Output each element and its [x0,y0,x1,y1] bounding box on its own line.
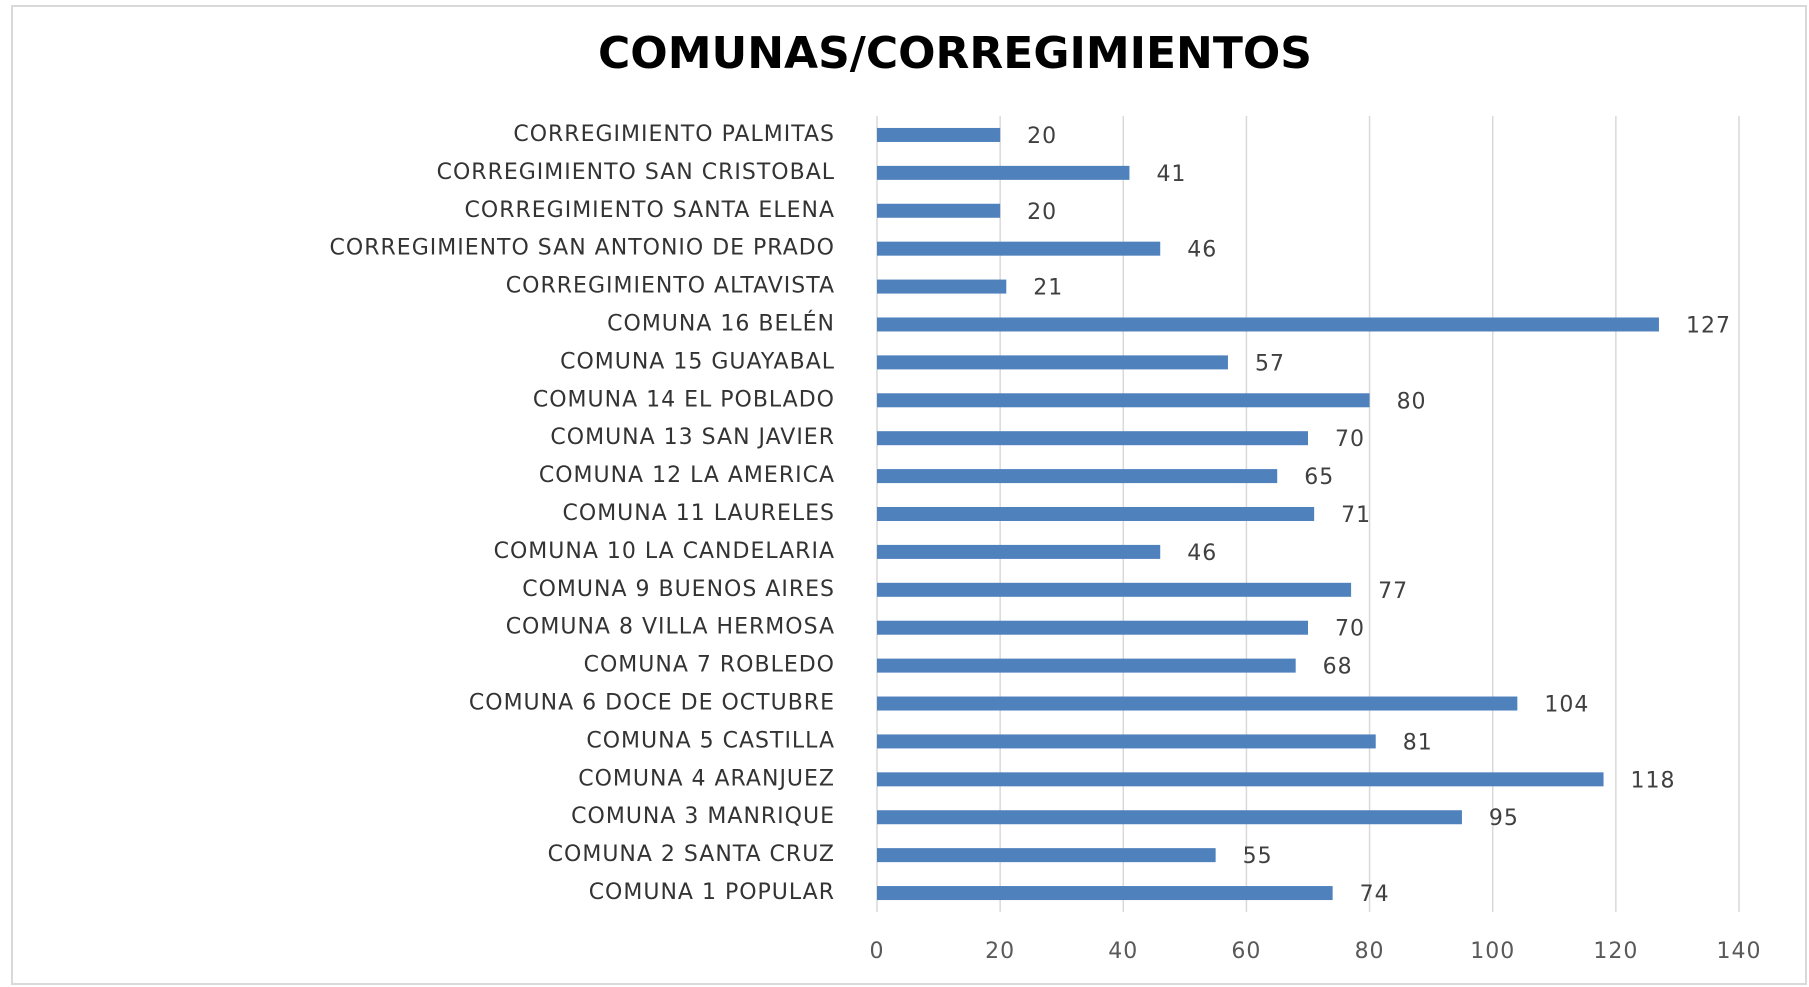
y-tick-label: COMUNA 4 ARANJUEZ [578,766,835,791]
y-tick-label: COMUNA 5 CASTILLA [586,728,835,753]
data-label: 77 [1378,579,1408,604]
bar [877,734,1376,749]
y-tick-label: CORREGIMIENTO SAN CRISTOBAL [437,160,835,185]
bar [877,507,1315,521]
bar [877,279,1007,294]
y-tick-label: COMUNA 12 LA AMERICA [539,463,835,488]
bar [877,582,1352,597]
y-tick-label: CORREGIMIENTO SANTA ELENA [465,198,835,223]
bar [877,810,1462,825]
y-tick-label: COMUNA 7 ROBLEDO [584,653,835,678]
y-tick-label: COMUNA 1 POPULAR [589,880,835,905]
y-tick-label: COMUNA 6 DOCE DE OCTUBRE [469,691,835,716]
data-label: 104 [1544,693,1589,718]
data-label: 80 [1397,389,1427,414]
y-tick-label: COMUNA 13 SAN JAVIER [550,425,835,450]
data-label: 74 [1360,882,1390,907]
data-label: 118 [1631,768,1676,793]
data-label: 41 [1156,162,1186,187]
bar [877,317,1659,332]
bar [877,658,1296,673]
data-label: 127 [1686,313,1731,338]
y-tick-label: COMUNA 15 GUAYABAL [560,349,835,374]
y-tick-label: COMUNA 16 BELÉN [607,310,835,336]
bar [877,355,1228,370]
data-label: 20 [1027,124,1057,149]
bar [877,848,1216,863]
bar [877,544,1161,559]
data-label: 65 [1304,465,1334,490]
x-tick-label: 100 [1470,939,1515,964]
data-label: 95 [1489,806,1519,831]
x-tick-label: 60 [1231,939,1261,964]
y-tick-label: CORREGIMIENTO PALMITAS [513,122,835,147]
x-tick-label: 20 [985,939,1015,964]
data-label: 21 [1033,276,1063,301]
bar [877,431,1308,446]
y-tick-label: COMUNA 9 BUENOS AIRES [522,577,835,602]
bar [877,696,1518,711]
x-tick-label: 80 [1355,939,1385,964]
bar [877,241,1161,256]
y-tick-label: CORREGIMIENTO ALTAVISTA [506,274,835,299]
data-label: 68 [1323,655,1353,680]
x-tick-label: 0 [870,939,885,964]
bar [877,393,1370,408]
data-label: 57 [1255,351,1285,376]
bar [877,620,1308,635]
data-label: 71 [1341,503,1371,528]
data-label: 46 [1187,238,1217,263]
y-tick-label: CORREGIMIENTO SAN ANTONIO DE PRADO [330,236,835,261]
y-tick-label: COMUNA 10 LA CANDELARIA [494,539,835,564]
chart-frame [11,5,1807,985]
x-tick-label: 40 [1108,939,1138,964]
bar [877,127,1001,142]
y-tick-label: COMUNA 14 EL POBLADO [533,387,835,412]
data-label: 70 [1335,617,1365,642]
x-tick-label: 120 [1593,939,1638,964]
bar [877,165,1130,180]
bar [877,886,1333,901]
bar [877,469,1278,484]
data-label: 20 [1027,200,1057,225]
bar [877,772,1604,787]
chart-title: COMUNAS/CORREGIMIENTOS [598,28,1312,79]
y-tick-label: COMUNA 8 VILLA HERMOSA [506,615,835,640]
y-tick-label: COMUNA 11 LAURELES [563,501,835,526]
data-label: 46 [1187,541,1217,566]
data-label: 55 [1243,844,1273,869]
y-tick-label: COMUNA 2 SANTA CRUZ [548,842,835,867]
data-label: 81 [1403,730,1433,755]
y-tick-label: COMUNA 3 MANRIQUE [571,804,835,829]
x-tick-label: 140 [1717,939,1762,964]
data-label: 70 [1335,427,1365,452]
bar [877,203,1001,218]
